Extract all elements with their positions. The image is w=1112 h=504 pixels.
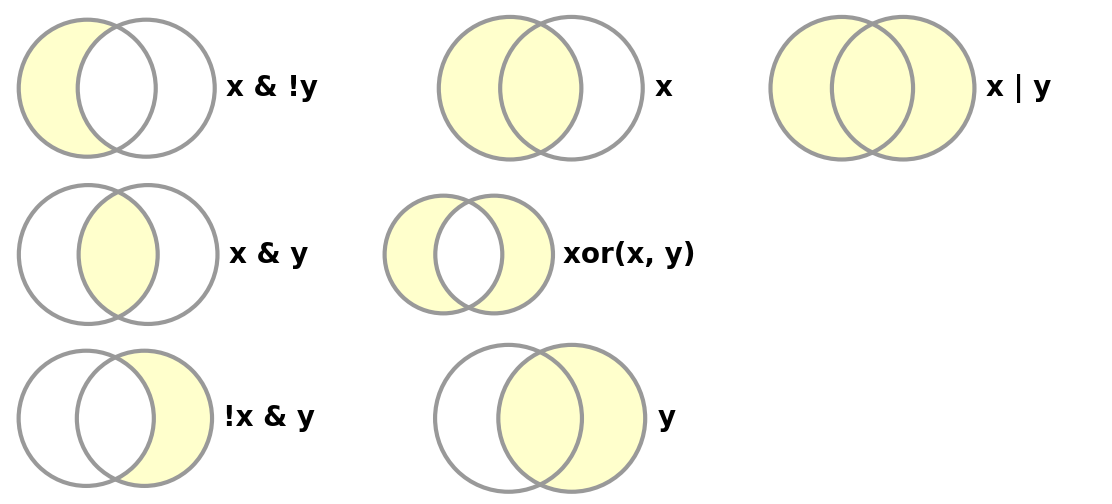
Text: !x & y: !x & y	[224, 404, 316, 432]
Polygon shape	[79, 192, 158, 317]
Polygon shape	[77, 357, 153, 479]
Polygon shape	[435, 202, 503, 307]
Text: x & !y: x & !y	[226, 74, 318, 102]
Polygon shape	[19, 20, 156, 157]
Polygon shape	[385, 196, 503, 313]
Text: x & y: x & y	[229, 240, 308, 269]
Text: x: x	[655, 74, 673, 102]
Text: x | y: x | y	[986, 74, 1052, 103]
Polygon shape	[78, 26, 156, 150]
Text: y: y	[657, 404, 676, 432]
Polygon shape	[771, 17, 913, 159]
Polygon shape	[498, 345, 645, 492]
Text: xor(x, y): xor(x, y)	[563, 240, 695, 269]
Polygon shape	[832, 17, 974, 159]
Polygon shape	[435, 196, 553, 313]
Polygon shape	[439, 17, 582, 159]
Polygon shape	[77, 351, 212, 486]
